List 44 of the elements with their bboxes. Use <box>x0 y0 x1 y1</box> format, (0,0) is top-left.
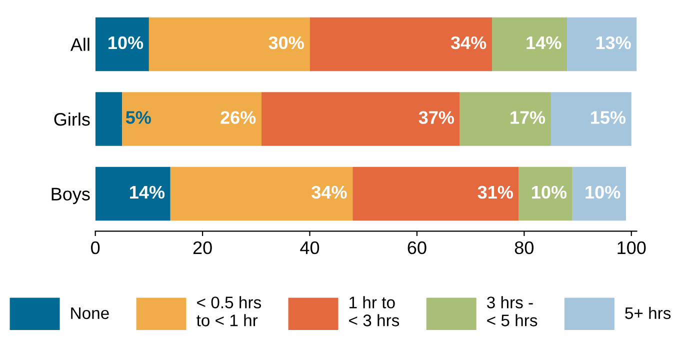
x-tick-label: 100 <box>618 241 646 254</box>
legend-label: < 0.5 hrs to < 1 hr <box>196 296 262 326</box>
y-tick-label: All <box>70 38 90 51</box>
bar <box>310 17 492 72</box>
bar <box>170 166 353 221</box>
x-tick-label: 80 <box>514 241 534 254</box>
bar <box>148 17 310 72</box>
text: 30% <box>268 36 304 50</box>
y-tick-label: Girls <box>54 112 90 126</box>
bar <box>262 92 460 146</box>
text: 10% <box>532 186 567 199</box>
text: 13% <box>596 36 631 50</box>
y-tick-label: Boys <box>52 188 90 204</box>
text: 10% <box>108 36 144 50</box>
bar <box>95 17 149 72</box>
text: 26% <box>220 111 256 124</box>
x-tick-label: 40 <box>300 241 320 254</box>
x-tick-label: 20 <box>193 241 212 254</box>
legend-label: None <box>71 307 109 320</box>
text: 37% <box>418 111 454 124</box>
bar <box>122 92 262 146</box>
text: 14% <box>130 186 165 199</box>
text: 17% <box>510 111 546 124</box>
legend-label: 1 hr to < 3 hrs <box>349 296 400 326</box>
x-tick-label: 60 <box>408 241 426 254</box>
text: 14% <box>526 36 562 50</box>
x-tick-label: 0 <box>91 241 100 254</box>
text: 31% <box>478 186 513 199</box>
bar <box>550 92 632 146</box>
text: 10% <box>586 186 620 199</box>
text: 5% <box>126 111 151 124</box>
legend-label: 3 hrs - < 5 hrs <box>486 296 538 326</box>
text: 34% <box>450 36 486 50</box>
bar <box>492 17 568 72</box>
text: 34% <box>312 186 347 199</box>
bar <box>352 166 519 221</box>
legend-label: 5+ hrs <box>625 306 671 320</box>
bar <box>567 17 637 72</box>
bar <box>95 92 122 146</box>
bar <box>95 166 170 221</box>
bar <box>572 166 626 221</box>
bar <box>460 92 551 146</box>
text: 15% <box>591 111 626 124</box>
bar <box>518 166 572 221</box>
